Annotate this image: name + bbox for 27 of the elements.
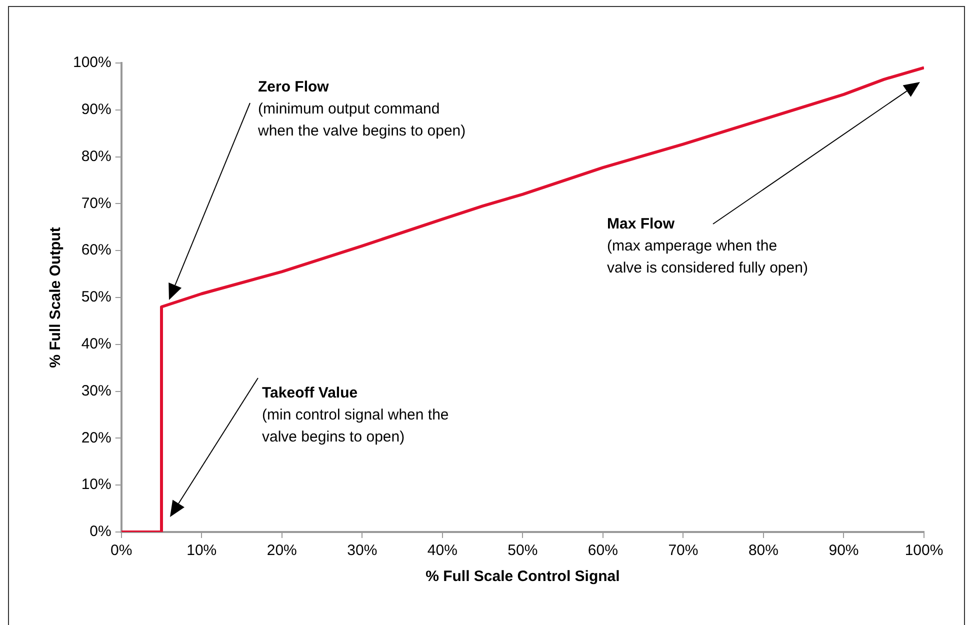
annotation: Max Flow (max amperage when the valve is considered fully open) (607, 216, 808, 277)
annotation: Takeoff Value (min control signal when the valve begins to open) (262, 384, 449, 446)
x-tick-label: 20% (266, 542, 297, 560)
x-tick-label: 30% (347, 542, 378, 560)
y-tick-label: 50% (81, 288, 112, 306)
x-tick-label: 50% (508, 542, 538, 560)
x-tick-label: 70% (668, 542, 698, 560)
y-tick-label: 40% (81, 336, 112, 353)
y-tick-label: 70% (81, 194, 112, 212)
y-tick-label: 100% (72, 54, 112, 72)
y-tick-label: 0% (90, 523, 112, 540)
y-tick-label: 60% (81, 242, 112, 259)
x-tick-label: 90% (828, 542, 859, 560)
y-tick-label: 30% (81, 382, 112, 400)
y-tick-label: 20% (81, 429, 112, 446)
x-axis-title: % Full Scale Control Signal (426, 568, 620, 586)
x-tick-label: 10% (186, 542, 217, 560)
y-tick-label: 80% (81, 148, 112, 165)
x-tick-label: 40% (427, 542, 458, 560)
x-tick-label: 0% (110, 542, 132, 560)
annotation: Zero Flow (minimum output command when the valve begins to open) (257, 78, 466, 140)
x-tick-label: 100% (904, 542, 944, 560)
y-axis-title: % Full Scale Output (47, 227, 64, 368)
x-tick-label: 80% (748, 542, 778, 560)
y-tick-label: 90% (81, 101, 112, 118)
x-tick-label: 60% (588, 542, 618, 560)
y-tick-label: 10% (81, 476, 112, 494)
